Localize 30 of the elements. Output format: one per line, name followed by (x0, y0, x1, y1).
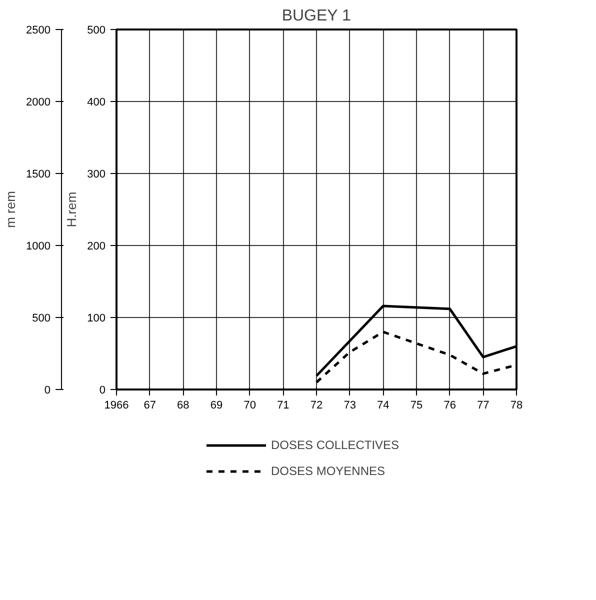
y-tick-label: 300 (87, 168, 106, 180)
x-tick-label: 74 (377, 400, 390, 412)
y2-tick-label: 2500 (26, 24, 51, 36)
y-tick-label: 500 (87, 24, 106, 36)
x-tick-label: 68 (177, 400, 190, 412)
x-tick-label: 71 (277, 400, 290, 412)
x-tick-label: 70 (244, 400, 256, 412)
x-tick-label: 73 (344, 400, 356, 412)
x-tick-label: 76 (444, 400, 456, 412)
x-tick-label: 75 (410, 400, 423, 412)
x-tick-label: 78 (510, 400, 523, 412)
y-tick-label: 100 (87, 312, 106, 324)
x-tick-label: 72 (310, 400, 323, 412)
legend-label: DOSES MOYENNES (271, 464, 386, 478)
y2-tick-label: 1000 (26, 240, 51, 252)
y2-axis-title: m rem (3, 191, 18, 228)
y-tick-label: 400 (87, 96, 106, 108)
x-tick-label: 77 (477, 400, 490, 412)
y-tick-label: 0 (99, 384, 106, 396)
x-tick-label: 1966 (104, 400, 129, 412)
y-axis-title: H.rem (64, 192, 80, 228)
x-tick-label: 69 (210, 400, 223, 412)
legend-label: DOSES COLLECTIVES (271, 438, 400, 452)
x-tick-label: 67 (144, 400, 156, 412)
y-tick-label: 200 (87, 240, 106, 252)
y2-tick-label: 1500 (26, 168, 51, 180)
y2-tick-label: 500 (32, 312, 51, 324)
y2-tick-label: 0 (44, 384, 51, 396)
chart-title: BUGEY 1 (282, 8, 351, 24)
y2-tick-label: 2000 (26, 96, 51, 108)
